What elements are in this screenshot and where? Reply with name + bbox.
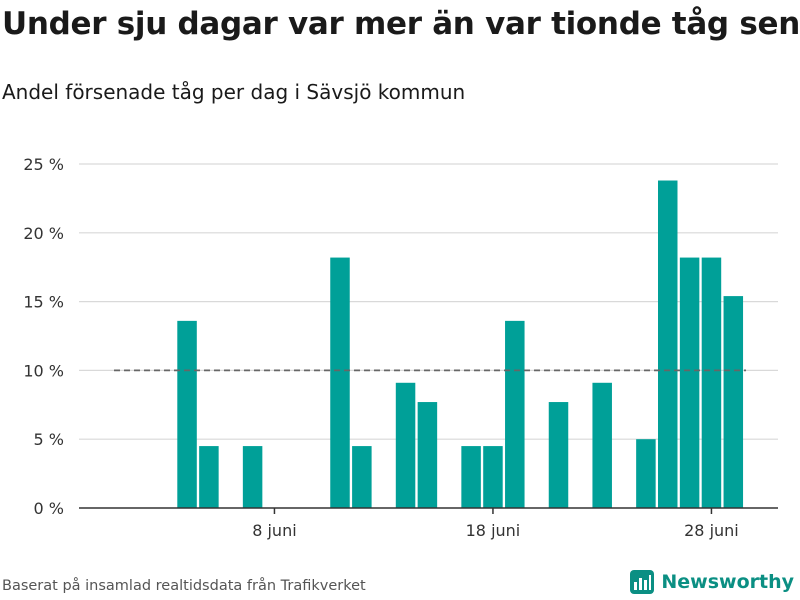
x-tick-label: 18 juni [466,521,521,540]
y-tick-label: 20 % [23,224,64,243]
y-tick-label: 0 % [34,499,64,518]
bar [177,320,197,508]
bar [483,446,503,508]
source-note: Baserat på insamlad realtidsdata från Tr… [2,578,366,594]
bar [352,446,372,508]
bar [199,446,219,508]
bar [548,402,569,508]
bars [177,180,744,508]
x-tick-label: 28 juni [684,521,739,540]
bar [330,257,350,508]
brand-logo[interactable]: Newsworthy [629,569,794,595]
bar [723,296,744,508]
bar [658,180,678,508]
x-tick-label: 8 juni [252,521,296,540]
y-tick-label: 10 % [23,361,64,380]
x-axis-ticks: 8 juni 18 juni 28 juni [252,508,739,540]
y-axis-ticks: 0 % 5 % 10 % 15 % 20 % 25 % [23,155,64,518]
bar [592,382,612,508]
y-tick-label: 25 % [23,155,64,174]
bar [395,382,416,508]
bar [242,446,263,508]
chart-title: Under sju dagar var mer än var tionde tå… [2,6,800,42]
y-tick-label: 15 % [23,293,64,312]
y-tick-label: 5 % [34,430,64,449]
bar [417,402,438,508]
bar [679,257,700,508]
bar [461,446,481,508]
bar [636,439,656,508]
bar [505,320,525,508]
chart-subtitle: Andel försenade tåg per dag i Sävsjö kom… [2,80,466,104]
brand-name: Newsworthy [661,571,794,593]
newsworthy-logo-icon [630,570,655,594]
bar [701,257,722,508]
bar-chart: 0 % 5 % 10 % 15 % 20 % 25 % 8 juni 18 juni 28 j… [23,155,778,540]
